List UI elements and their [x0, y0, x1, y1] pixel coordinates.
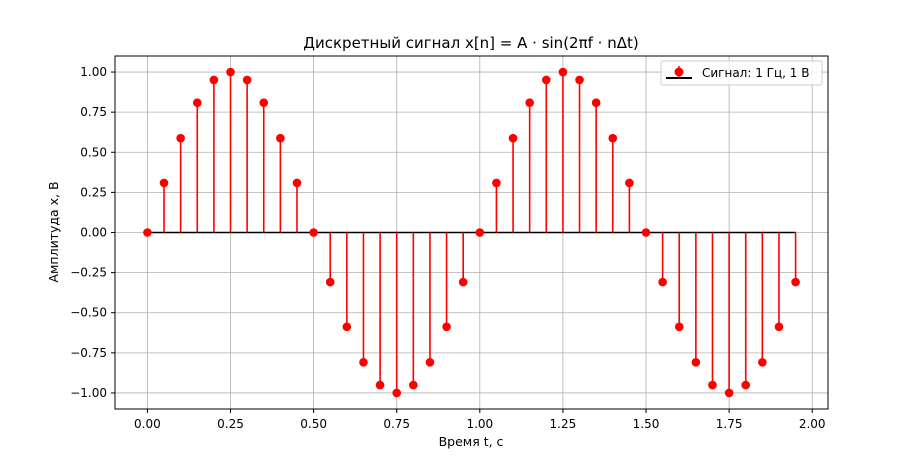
stem-marker	[226, 67, 235, 77]
stem-marker	[442, 322, 451, 332]
stem-marker	[508, 133, 518, 143]
stem-marker	[309, 228, 318, 237]
legend-frame	[660, 60, 823, 86]
y-tick-label: −1.00	[70, 386, 107, 400]
y-tick-label: 0.50	[80, 145, 107, 159]
stem-marker	[492, 178, 501, 188]
stem-marker	[259, 98, 269, 107]
stem-marker	[525, 98, 534, 107]
stem-marker	[741, 380, 751, 390]
stem-marker	[192, 98, 202, 107]
stem-marker	[774, 322, 784, 332]
x-tick-label: 0.25	[217, 417, 244, 431]
y-tick-label: −0.25	[70, 266, 107, 280]
stem-marker	[558, 67, 568, 77]
stem-marker	[342, 322, 352, 332]
stem-marker	[541, 75, 551, 85]
x-tick-label: 2.00	[799, 417, 826, 431]
stem-marker	[425, 358, 435, 367]
stem-marker	[375, 380, 385, 390]
legend-label: Сигнал: 1 Гц, 1 В	[702, 66, 809, 80]
stem-markers	[143, 67, 800, 398]
stem-marker	[641, 228, 651, 237]
stem-marker	[242, 75, 252, 85]
stem-lines	[163, 72, 797, 393]
x-tick-label: 1.50	[633, 417, 660, 431]
stem-marker	[209, 75, 219, 85]
stem-marker	[458, 277, 468, 287]
stem-marker	[475, 228, 485, 237]
y-axis-ticks: −1.00 −0.75 −0.50 −0.25 0.00 0.25 0.50 0.75 1.00	[70, 65, 115, 400]
stem-marker	[608, 133, 618, 143]
stem-marker	[325, 277, 335, 287]
y-tick-label: 1.00	[80, 65, 107, 79]
y-tick-label: 0.75	[80, 105, 107, 119]
stem-marker	[674, 322, 684, 332]
x-tick-label: 0.00	[134, 417, 161, 431]
y-tick-label: −0.75	[70, 346, 107, 360]
stem-marker	[292, 178, 302, 188]
y-tick-label: 0.00	[80, 226, 107, 240]
stem-marker	[724, 388, 734, 398]
stem-marker	[708, 380, 717, 390]
legend-marker	[674, 67, 684, 77]
stem-marker	[575, 75, 584, 85]
stem-marker	[625, 178, 634, 188]
y-axis-label: Амплитуда x, В	[46, 181, 61, 282]
stem-marker	[143, 228, 152, 237]
stem-marker	[591, 98, 601, 107]
stem-marker	[691, 358, 701, 367]
x-tick-label: 1.25	[550, 417, 577, 431]
x-axis-ticks: 0.00 0.25 0.50 0.75 1.00 1.25 1.50 1.75 2.00	[134, 409, 826, 431]
stem-marker	[392, 388, 402, 398]
x-tick-label: 0.75	[383, 417, 410, 431]
stem-marker	[159, 178, 169, 188]
legend: Сигнал: 1 Гц, 1 В	[660, 60, 823, 86]
x-tick-label: 1.00	[466, 417, 493, 431]
x-tick-label: 1.75	[716, 417, 743, 431]
chart-title: Дискретный сигнал x[n] = A · sin(2πf · n…	[303, 34, 638, 52]
x-axis-label: Время t, с	[439, 434, 504, 449]
stem-marker	[276, 133, 285, 143]
stem-marker	[758, 358, 767, 367]
stem-marker	[176, 133, 185, 143]
stem-marker	[791, 277, 800, 287]
y-tick-label: 0.25	[80, 185, 107, 199]
stem-marker	[658, 277, 667, 287]
y-tick-label: −0.50	[70, 306, 107, 320]
stem-marker	[409, 380, 418, 390]
stem-marker	[359, 358, 368, 367]
x-tick-label: 0.50	[300, 417, 327, 431]
